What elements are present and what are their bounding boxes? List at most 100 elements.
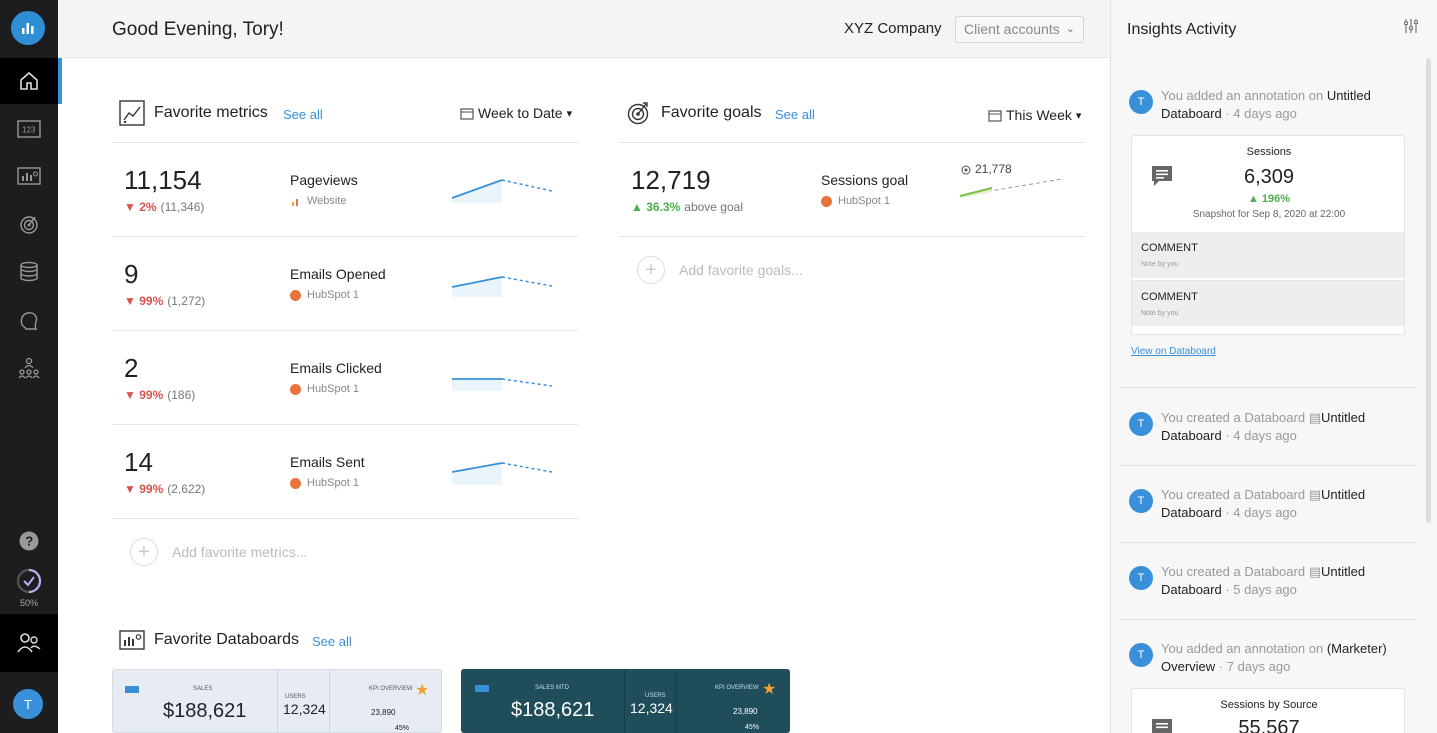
logo-icon <box>125 686 139 693</box>
board-kpi-pct: 45% <box>745 724 760 731</box>
goal-source: HubSpot 1 <box>821 195 890 207</box>
metric-change: ▼ 2% (11,346) <box>124 200 205 214</box>
favorite-databoards-see-all-link[interactable]: See all <box>312 634 352 649</box>
calendar-icon <box>460 107 474 120</box>
nav-goals[interactable] <box>0 201 58 247</box>
database-icon <box>20 261 38 282</box>
progress-check-icon <box>16 568 42 594</box>
databoard-icon <box>17 167 41 185</box>
client-accounts-label: Client accounts <box>964 21 1060 37</box>
goal-target: 21,778 <box>961 162 1012 176</box>
metric-name: Emails Opened <box>290 266 386 282</box>
board-kpi-header: KPI OVERVIEW <box>715 685 759 691</box>
comment-icon <box>1152 166 1172 186</box>
nav-databoards[interactable] <box>0 153 58 199</box>
favorite-goals-see-all-link[interactable]: See all <box>775 107 815 122</box>
databoard-thumbnail[interactable]: SALES MTD $188,621 USERS 12,324 KPI OVER… <box>461 669 790 733</box>
card-change: ▲ 196% <box>1247 193 1291 205</box>
insights-activity-title: Insights Activity <box>1127 21 1237 38</box>
goals-divider <box>619 142 1085 143</box>
goal-value: 12,719 <box>631 165 711 195</box>
metric-change: ▼ 99% (2,622) <box>124 482 206 496</box>
annotation-card[interactable]: Sessions by Source 55,567 <box>1131 688 1405 733</box>
board-value: $188,621 <box>163 700 247 722</box>
activity-text: You added an annotation on Untitled Data… <box>1161 88 1371 121</box>
target-icon <box>961 165 971 174</box>
favorite-metrics-see-all-link[interactable]: See all <box>283 107 323 122</box>
arrow-down-icon: ▼ <box>124 388 136 402</box>
greeting-title: Good Evening, Tory! <box>112 19 284 40</box>
favorite-goals-title: Favorite goals <box>661 104 762 121</box>
calendar-icon <box>988 109 1002 122</box>
board-kpi-pct: 45% <box>395 725 410 732</box>
plus-icon: + <box>130 538 158 566</box>
nav-setup-progress[interactable] <box>0 558 58 604</box>
add-favorite-metrics[interactable]: + Add favorite metrics... <box>130 538 307 566</box>
nav-home[interactable] <box>0 58 62 104</box>
card-value: 55,567 <box>1238 717 1300 733</box>
metric-row-emails-sent[interactable]: 14 ▼ 99% (2,622) Emails Sent HubSpot 1 <box>112 425 578 519</box>
star-icon[interactable]: ★ <box>762 681 777 698</box>
metrics-period-select[interactable]: Week to Date ▾ <box>460 105 572 121</box>
metric-row-pageviews[interactable]: 11,154 ▼ 2% (11,346) Pageviews Website <box>112 143 578 237</box>
metric-sparkline <box>452 179 553 203</box>
metric-name: Emails Sent <box>290 454 365 470</box>
board-kpi-value: 23,890 <box>371 708 396 717</box>
chevron-down-icon: ⌄ <box>1065 23 1075 35</box>
board-side-value: 12,324 <box>283 701 326 717</box>
target-icon <box>627 102 649 125</box>
nav-data-manager[interactable] <box>0 249 58 295</box>
help-icon: ? <box>19 531 39 551</box>
goals-period-select[interactable]: This Week ▾ <box>988 107 1081 123</box>
nav-team[interactable] <box>0 345 58 391</box>
databoard-thumbnail[interactable]: SALES $188,621 USERS 12,324 KPI OVERVIEW… <box>112 669 442 733</box>
metrics-period-label: Week to Date <box>478 105 563 121</box>
card-title: Sessions by Source <box>1220 699 1318 711</box>
metric-value: 11,154 <box>124 165 202 195</box>
favorite-metrics-title: Favorite metrics <box>154 104 268 121</box>
goal-name: Sessions goal <box>821 172 909 188</box>
avatar: T <box>1129 90 1153 114</box>
add-favorite-metrics-label: Add favorite metrics... <box>172 544 308 560</box>
metrics-divider <box>112 142 578 143</box>
nav-user-management[interactable] <box>0 614 58 672</box>
activity-divider <box>1121 542 1415 543</box>
activity-divider <box>1121 619 1415 620</box>
hubspot-icon <box>290 289 301 301</box>
hubspot-icon <box>821 195 832 207</box>
star-icon[interactable]: ★ <box>415 682 430 699</box>
view-on-databoard-link[interactable]: View on Databoard <box>1131 346 1216 357</box>
metric-source: Website <box>290 195 347 207</box>
nav-insights[interactable] <box>0 297 58 343</box>
add-favorite-goals[interactable]: + Add favorite goals... <box>637 256 803 284</box>
arrow-down-icon: ▼ <box>124 294 136 308</box>
activity-text: You added an annotation on (Marketer) Ov… <box>1161 641 1387 674</box>
comment-block: COMMENT Note by you <box>1132 280 1404 326</box>
annotation-card[interactable]: Sessions 6,309 ▲ 196% Snapshot for Sep 8… <box>1131 135 1405 335</box>
client-accounts-select[interactable]: Client accounts ⌄ <box>955 16 1084 43</box>
databoard-icon: ▤ <box>1308 410 1321 425</box>
arrow-down-icon: ▼ <box>124 482 136 496</box>
settings-sliders-icon[interactable] <box>1403 18 1419 34</box>
metric-row-emails-clicked[interactable]: 2 ▼ 99% (186) Emails Clicked HubSpot 1 <box>112 331 578 425</box>
user-avatar[interactable]: T <box>13 689 43 719</box>
activity-text: You created a Databoard ▤Untitled Databo… <box>1161 410 1366 443</box>
card-snapshot: Snapshot for Sep 8, 2020 at 22:00 <box>1192 209 1346 220</box>
databox-logo-icon[interactable] <box>11 11 45 45</box>
comment-label: COMMENT <box>1141 291 1198 303</box>
nav-help[interactable]: ? <box>0 518 58 564</box>
metric-change: ▼ 99% (186) <box>124 388 196 402</box>
nav-metrics[interactable]: 123 <box>0 106 58 152</box>
activity-text: You created a Databoard ▤Untitled Databo… <box>1161 564 1366 597</box>
metric-sparkline <box>452 276 553 297</box>
metric-value: 14 <box>124 447 153 477</box>
board-value: $188,621 <box>511 699 595 721</box>
panel-scrollbar[interactable] <box>1426 58 1431 523</box>
board-side-label: USERS <box>645 693 666 699</box>
card-value: 6,309 <box>1243 166 1295 188</box>
metric-row-emails-opened[interactable]: 9 ▼ 99% (1,272) Emails Opened HubSpot 1 <box>112 237 578 331</box>
activity-divider <box>1121 465 1415 466</box>
goals-period-label: This Week <box>1006 107 1072 123</box>
top-header: Good Evening, Tory! XYZ Company Client a… <box>58 0 1110 58</box>
avatar: T <box>1129 566 1153 590</box>
